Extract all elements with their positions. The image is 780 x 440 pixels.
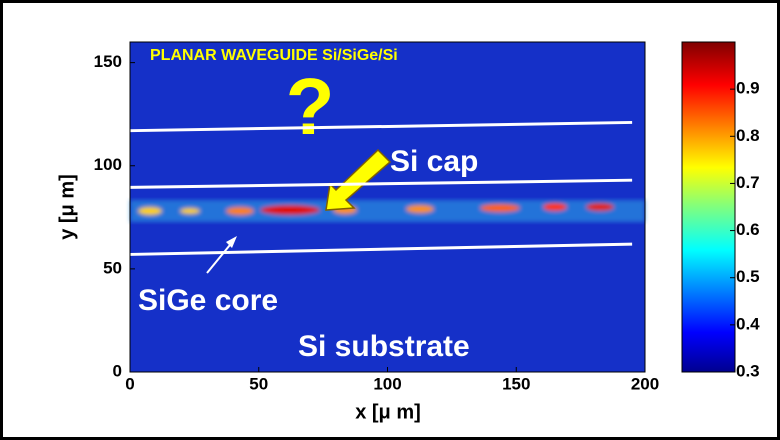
y-tick-label: 100 xyxy=(94,155,122,174)
y-tick-label: 50 xyxy=(103,258,122,277)
chart-title: PLANAR WAVEGUIDE Si/SiGe/Si xyxy=(150,47,398,64)
x-tick-label: 150 xyxy=(502,374,530,393)
colorbar-tick-label: 0.7 xyxy=(736,173,760,192)
colorbar-tick-label: 0.3 xyxy=(736,361,760,380)
colorbar xyxy=(682,42,735,372)
figure: PLANAR WAVEGUIDE Si/SiGe/Si ? Si cap SiG… xyxy=(0,0,780,440)
colorbar-tick-label: 0.8 xyxy=(736,126,760,145)
annotation: SiGe core xyxy=(138,284,278,317)
annotation: Si cap xyxy=(390,145,478,178)
colorbar-tick-label: 0.6 xyxy=(736,220,760,239)
y-tick-label: 0 xyxy=(113,361,122,380)
y-axis-label: y [μ m] xyxy=(56,174,78,240)
annotation: Si substrate xyxy=(298,330,470,363)
x-axis-label: x [μ m] xyxy=(355,401,421,423)
y-tick-label: 150 xyxy=(94,52,122,71)
colorbar-tick-label: 0.9 xyxy=(736,79,760,98)
core-glow xyxy=(130,200,645,222)
annotation: ? xyxy=(286,62,335,151)
x-tick-label: 200 xyxy=(631,374,659,393)
x-tick-label: 100 xyxy=(373,374,401,393)
colorbar-tick-label: 0.4 xyxy=(736,314,760,333)
colorbar-tick-label: 0.5 xyxy=(736,267,760,286)
x-tick-label: 0 xyxy=(125,374,134,393)
x-tick-label: 50 xyxy=(249,374,268,393)
